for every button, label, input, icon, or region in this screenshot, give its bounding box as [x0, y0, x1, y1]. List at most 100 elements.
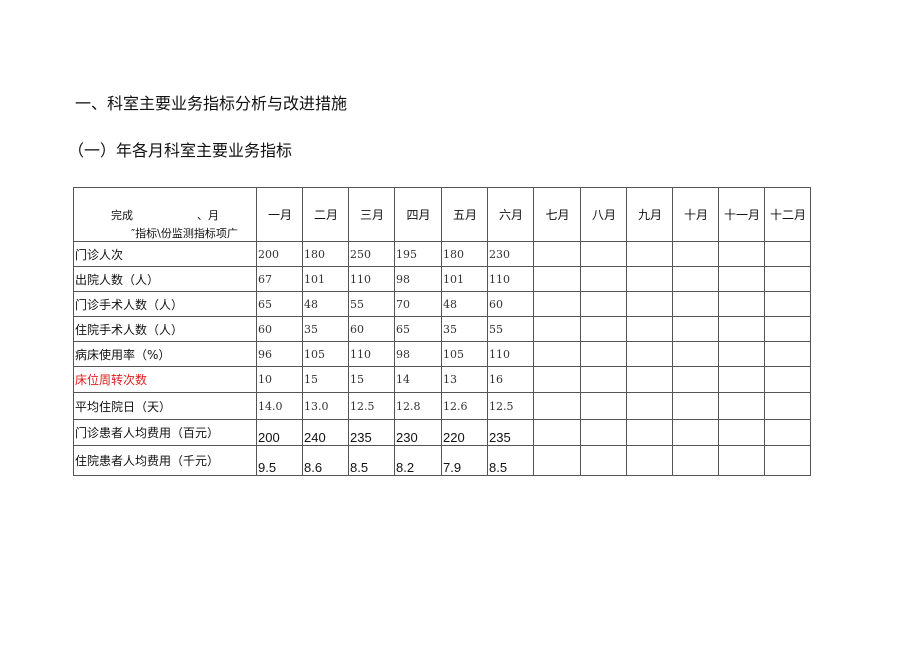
value-cell: 15 [302, 366, 349, 393]
value-cell [764, 366, 811, 393]
value-cell: 14.0 [256, 392, 303, 420]
value-cell: 12.6 [441, 392, 488, 420]
value-cell [672, 392, 719, 420]
value-cell: 110 [487, 341, 534, 367]
value-cell [718, 445, 765, 476]
table-row: 住院患者人均费用（千元） 9.5 8.6 8.5 8.2 7.9 8.5 [73, 445, 811, 476]
value-cell [533, 419, 581, 446]
value-cell [764, 445, 811, 476]
value-cell [533, 392, 581, 420]
value-cell: 235 [348, 419, 395, 446]
value-cell: 13 [441, 366, 488, 393]
value-cell [764, 341, 811, 367]
value-cell [764, 392, 811, 420]
value-cell: 48 [302, 291, 349, 317]
value-cell [626, 241, 673, 267]
value-cell [580, 341, 627, 367]
row-label: 门诊手术人数（人） [73, 291, 257, 317]
row-label: 病床使用率（%） [73, 341, 257, 367]
value-cell: 230 [487, 241, 534, 267]
table-row: 平均住院日（天） 14.0 13.0 12.5 12.8 12.6 12.5 [73, 392, 811, 420]
value-cell: 220 [441, 419, 488, 446]
value-cell [626, 266, 673, 292]
value-cell: 110 [487, 266, 534, 292]
corner-text: 完成 [111, 208, 133, 222]
subsection-heading: （一）年各月科室主要业务指标 [68, 141, 293, 160]
value-cell [626, 445, 673, 476]
row-label: 出院人数（人） [73, 266, 257, 292]
value-cell [533, 341, 581, 367]
corner-text: ″指标\份监测指标项广 [131, 226, 238, 240]
value-cell: 105 [302, 341, 349, 367]
value-cell [672, 341, 719, 367]
value-cell: 9.5 [256, 445, 303, 476]
value-cell [672, 445, 719, 476]
month-header: 十二月 [764, 187, 811, 242]
value-cell [580, 316, 627, 342]
value-cell: 7.9 [441, 445, 488, 476]
value-cell [672, 291, 719, 317]
value-cell [672, 366, 719, 393]
row-label: 门诊人次 [73, 241, 257, 267]
value-cell: 230 [394, 419, 442, 446]
month-header: 七月 [533, 187, 581, 242]
table-row: 出院人数（人） 67 101 110 98 101 110 [73, 266, 811, 292]
value-cell [718, 341, 765, 367]
value-cell: 101 [441, 266, 488, 292]
month-header: 十月 [672, 187, 719, 242]
value-cell: 60 [348, 316, 395, 342]
value-cell: 55 [348, 291, 395, 317]
value-cell: 65 [256, 291, 303, 317]
value-cell: 13.0 [302, 392, 349, 420]
indicators-table: 完成 、月 ″指标\份监测指标项广 一月 二月 三月 四月 五月 六月 七月 八月 九月 十月 十一… [73, 187, 811, 476]
value-cell [533, 266, 581, 292]
value-cell [764, 241, 811, 267]
value-cell: 16 [487, 366, 534, 393]
month-header: 三月 [348, 187, 395, 242]
month-header: 二月 [302, 187, 349, 242]
value-cell [533, 366, 581, 393]
value-cell: 67 [256, 266, 303, 292]
corner-header-cell: 完成 、月 ″指标\份监测指标项广 [73, 187, 257, 242]
value-cell: 98 [394, 266, 442, 292]
value-cell [533, 241, 581, 267]
value-cell [764, 316, 811, 342]
value-cell [718, 291, 765, 317]
corner-text: 、月 [197, 208, 219, 222]
value-cell: 60 [256, 316, 303, 342]
value-cell [718, 419, 765, 446]
value-cell: 65 [394, 316, 442, 342]
value-cell [718, 266, 765, 292]
month-header: 五月 [441, 187, 488, 242]
value-cell: 200 [256, 241, 303, 267]
value-cell [533, 291, 581, 317]
value-cell: 35 [441, 316, 488, 342]
value-cell [764, 419, 811, 446]
value-cell [580, 266, 627, 292]
row-label: 住院患者人均费用（千元） [73, 445, 257, 476]
value-cell [626, 316, 673, 342]
value-cell: 180 [302, 241, 349, 267]
value-cell: 8.5 [487, 445, 534, 476]
month-header: 六月 [487, 187, 534, 242]
value-cell: 35 [302, 316, 349, 342]
value-cell [626, 366, 673, 393]
value-cell: 110 [348, 266, 395, 292]
value-cell [672, 419, 719, 446]
table-row: 病床使用率（%） 96 105 110 98 105 110 [73, 341, 811, 367]
row-label: 平均住院日（天） [73, 392, 257, 420]
value-cell [672, 316, 719, 342]
value-cell: 10 [256, 366, 303, 393]
table-row: 住院手术人数（人） 60 35 60 65 35 55 [73, 316, 811, 342]
value-cell [580, 392, 627, 420]
section-heading: 一、科室主要业务指标分析与改进措施 [75, 94, 348, 113]
value-cell: 14 [394, 366, 442, 393]
row-label: 住院手术人数（人） [73, 316, 257, 342]
table-row: 门诊患者人均费用（百元） 200 240 235 230 220 235 [73, 419, 811, 446]
value-cell [533, 445, 581, 476]
value-cell [580, 419, 627, 446]
value-cell: 12.8 [394, 392, 442, 420]
value-cell: 105 [441, 341, 488, 367]
value-cell [580, 291, 627, 317]
value-cell: 8.6 [302, 445, 349, 476]
